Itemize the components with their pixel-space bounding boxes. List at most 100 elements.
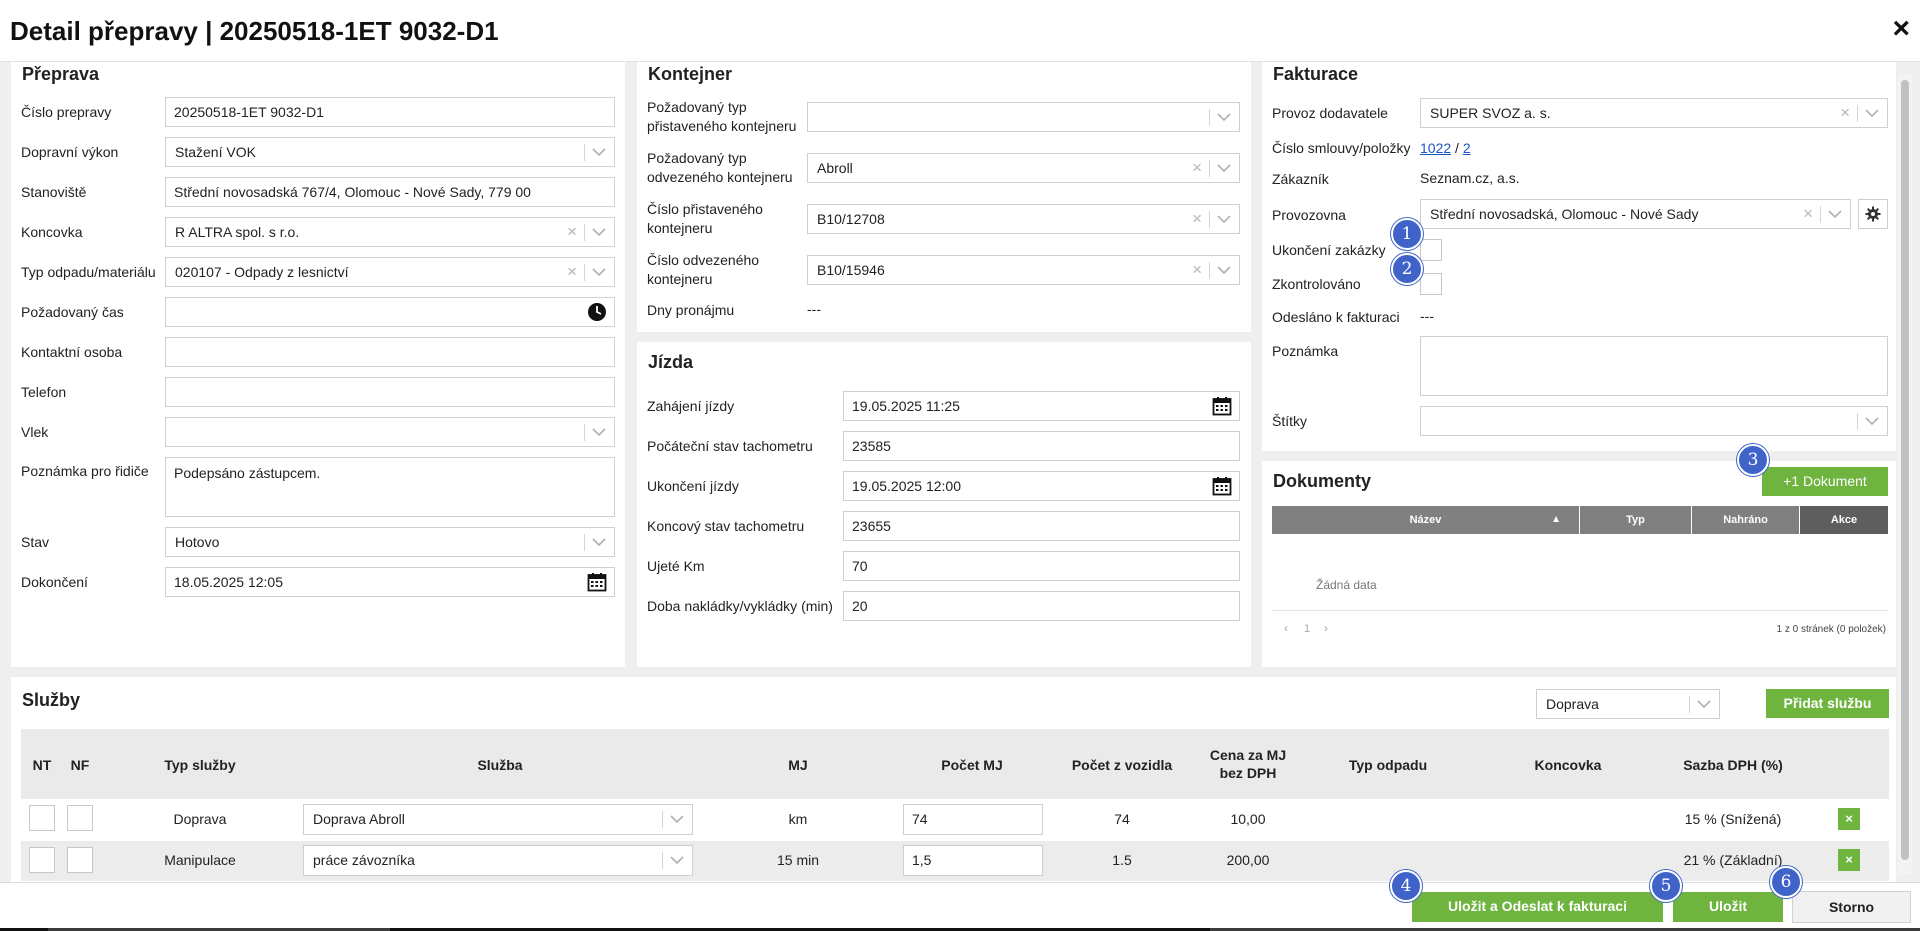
- clear-icon[interactable]: ×: [567, 222, 577, 241]
- row-pocet-mj-input[interactable]: 1,5: [903, 845, 1043, 876]
- nf-checkbox[interactable]: [67, 847, 93, 873]
- clear-icon[interactable]: ×: [1192, 260, 1202, 279]
- bottom-strip: [0, 928, 1920, 931]
- poznamka-label: Poznámka: [1272, 343, 1339, 359]
- stav-select[interactable]: Hotovo: [165, 527, 615, 557]
- cislo-prist-select[interactable]: B10/12708 ×: [807, 204, 1240, 234]
- cancel-button[interactable]: Storno: [1792, 891, 1911, 923]
- settings-button[interactable]: [1858, 199, 1888, 229]
- kontejner-panel: Kontejner Požadovaný typ přistaveného kon…: [637, 62, 1251, 332]
- row-pocet-mj-input[interactable]: 74: [903, 804, 1043, 835]
- clear-icon[interactable]: ×: [1192, 158, 1202, 177]
- pozadovany-odv-value: Abroll: [817, 160, 853, 176]
- clear-icon[interactable]: ×: [567, 262, 577, 281]
- cislo-odv-select[interactable]: B10/15946 ×: [807, 255, 1240, 285]
- clear-icon[interactable]: ×: [1192, 209, 1202, 228]
- pager-prev-icon[interactable]: ‹: [1284, 621, 1288, 635]
- column-nazev[interactable]: Název ▲: [1272, 506, 1579, 534]
- nf-checkbox[interactable]: [67, 805, 93, 831]
- cislo-prepravy-input[interactable]: 20250518-1ET 9032-D1: [165, 97, 615, 127]
- stitky-select[interactable]: [1420, 406, 1888, 436]
- clear-icon[interactable]: ×: [1803, 204, 1813, 223]
- zkontrolovano-checkbox[interactable]: [1420, 273, 1442, 295]
- doba-nakladky-input[interactable]: 20: [843, 591, 1240, 621]
- polozka-link[interactable]: 2: [1462, 140, 1471, 156]
- vlek-label: Vlek: [21, 424, 49, 440]
- add-document-button[interactable]: +1 Dokument: [1762, 467, 1888, 496]
- dokonceni-value: 18.05.2025 12:05: [174, 574, 283, 590]
- row-cena: 10,00: [1230, 811, 1266, 827]
- pozadovany-prist-select[interactable]: [807, 102, 1240, 132]
- dokumenty-panel: Dokumenty +1 Dokument Název ▲ Typ Nahráno…: [1262, 461, 1896, 667]
- strip-segment: [0, 928, 48, 931]
- smlouva-label: Číslo smlouvy/položky: [1272, 140, 1411, 156]
- column-typ[interactable]: Typ: [1580, 506, 1691, 534]
- clear-icon[interactable]: ×: [1840, 103, 1850, 122]
- cislo-prist-label: Číslo přistaveného kontejneru: [647, 200, 763, 238]
- sluzba-typ-select[interactable]: Doprava: [1536, 689, 1720, 719]
- typ-odpadu-select[interactable]: 020107 - Odpady z lesnictví ×: [165, 257, 615, 287]
- row-sluzba-value: Doprava Abroll: [313, 811, 405, 827]
- calendar-icon[interactable]: [587, 572, 607, 592]
- koncovy-input[interactable]: 23655: [843, 511, 1240, 541]
- save-button[interactable]: Uložit: [1673, 892, 1783, 922]
- scrollbar-thumb[interactable]: [1901, 80, 1909, 860]
- nt-checkbox[interactable]: [29, 847, 55, 873]
- save-and-send-button[interactable]: Uložit a Odeslat k fakturaci: [1412, 892, 1663, 922]
- poznamka-ridice-textarea[interactable]: Podepsáno zástupcem.: [165, 457, 615, 517]
- row-sluzba-value: práce závozníka: [313, 852, 415, 868]
- jizda-heading: Jízda: [648, 352, 694, 372]
- pager-page[interactable]: 1: [1304, 623, 1311, 635]
- pozadovany-cas-input[interactable]: [165, 297, 615, 327]
- dopravni-vykon-select[interactable]: Stažení VOK: [165, 137, 615, 167]
- row-mj: 15 min: [776, 852, 820, 868]
- chevron-down-icon: [670, 856, 684, 865]
- pocatecni-input[interactable]: 23585: [843, 431, 1240, 461]
- zahajeni-input[interactable]: 19.05.2025 11:25: [843, 391, 1240, 421]
- koncovy-label: Koncový stav tachometru: [647, 518, 805, 534]
- chevron-down-icon: [592, 148, 606, 157]
- column-akce[interactable]: Akce: [1800, 506, 1888, 534]
- delete-row-button[interactable]: ×: [1838, 849, 1860, 871]
- poznamka-textarea[interactable]: [1420, 336, 1888, 396]
- provoz-select[interactable]: SUPER SVOZ a. s. ×: [1420, 98, 1888, 128]
- column-nt: NT: [32, 757, 52, 773]
- clock-icon[interactable]: [587, 302, 607, 322]
- chevron-down-icon: [592, 228, 606, 237]
- stanoviste-input[interactable]: Střední novosadská 767/4, Olomouc - Nové…: [165, 177, 615, 207]
- row-sluzba-select[interactable]: Doprava Abroll: [303, 804, 693, 835]
- pozadovany-odv-select[interactable]: Abroll ×: [807, 153, 1240, 183]
- cislo-prist-value: B10/12708: [817, 211, 885, 227]
- empty-table-text: Žádná data: [1316, 578, 1377, 592]
- koncovka-select[interactable]: R ALTRA spol. s r.o. ×: [165, 217, 615, 247]
- pocatecni-label: Počáteční stav tachometru: [647, 438, 813, 454]
- column-sazba-dph: Sazba DPH (%): [1683, 757, 1783, 773]
- ukonceni-zakazky-checkbox[interactable]: [1420, 239, 1442, 261]
- label-line: Požadovaný typ: [647, 99, 747, 115]
- telefon-input[interactable]: [165, 377, 615, 407]
- scrollbar[interactable]: [1898, 74, 1912, 874]
- calendar-icon[interactable]: [1212, 476, 1232, 496]
- vlek-select[interactable]: [165, 417, 615, 447]
- add-service-button[interactable]: Přidat službu: [1766, 689, 1889, 718]
- chevron-down-icon: [1217, 266, 1231, 275]
- nt-checkbox[interactable]: [29, 805, 55, 831]
- kontaktni-osoba-input[interactable]: [165, 337, 615, 367]
- close-icon[interactable]: ×: [1892, 12, 1910, 45]
- smlouva-link[interactable]: 1022: [1420, 140, 1452, 156]
- ujete-km-input[interactable]: 70: [843, 551, 1240, 581]
- column-nahrano[interactable]: Nahráno: [1692, 506, 1799, 534]
- pozadovany-cas-label: Požadovaný čas: [21, 304, 124, 320]
- stav-value: Hotovo: [175, 534, 220, 550]
- select-separator: [1209, 262, 1210, 279]
- row-sluzba-select[interactable]: práce závozníka: [303, 845, 693, 876]
- select-separator: [1209, 109, 1210, 126]
- ukonceni-jizdy-input[interactable]: 19.05.2025 12:00: [843, 471, 1240, 501]
- pager-next-icon[interactable]: ›: [1324, 621, 1328, 635]
- calendar-icon[interactable]: [1212, 396, 1232, 416]
- chevron-down-icon: [1865, 109, 1879, 118]
- delete-row-button[interactable]: ×: [1838, 808, 1860, 830]
- preprava-panel: Přeprava Číslo prepravy 20250518-1ET 903…: [11, 62, 625, 667]
- dokonceni-input[interactable]: 18.05.2025 12:05: [165, 567, 615, 597]
- provozovna-select[interactable]: Střední novosadská, Olomouc - Nové Sady …: [1420, 199, 1851, 229]
